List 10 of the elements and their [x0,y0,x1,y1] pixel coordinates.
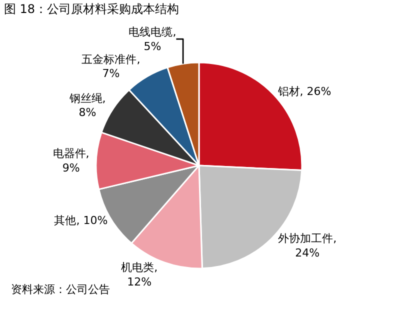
slice-label: 外协加工件, 24% [278,232,337,260]
slice-label: 铝材, 26% [276,84,332,98]
slice-label: 机电类, 12% [121,260,158,288]
slice-label: 五金标准件, 7% [82,52,140,80]
slice-label: 钢丝绳, 8% [68,92,106,120]
chart-title: 图 18：公司原材料采购成本结构 [4,2,180,16]
slice-label: 电线电缆, 5% [128,25,176,53]
slice-label: 电器件, 9% [52,147,90,174]
text: 资料来源：公司公告 [11,283,110,296]
slice-label: 其他, 10% [54,214,108,228]
